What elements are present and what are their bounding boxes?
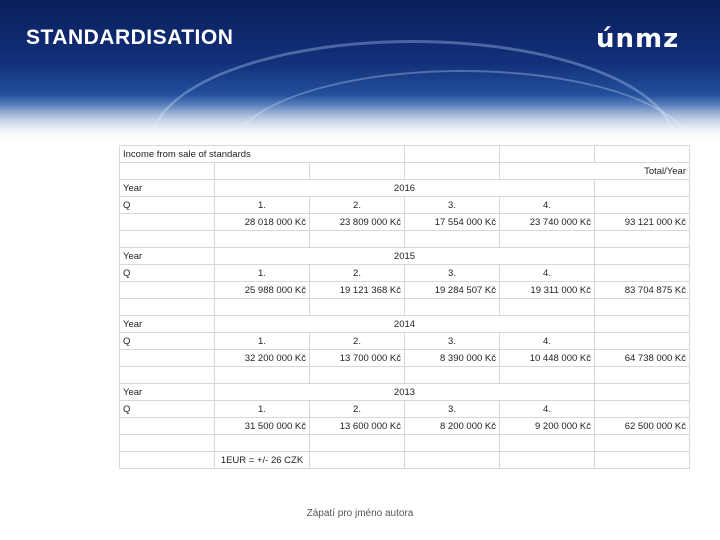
quarter-number: 4. [499,400,595,418]
quarter-number: 3. [404,332,500,350]
year-value: 2013 [214,383,595,401]
quarter-income: 17 554 000 Kč [404,213,500,231]
table-row: Q 1. 2. 3. 4. [119,196,690,214]
year-value: 2015 [214,247,595,265]
table-row: Q 1. 2. 3. 4. [119,400,690,418]
table-row: 1EUR = +/- 26 CZK [119,451,690,469]
quarter-income: 8 200 000 Kč [404,417,500,435]
table-row: 25 988 000 Kč 19 121 368 Kč 19 284 507 Kč 1… [119,281,690,299]
table-row: Year 2016 [119,179,690,197]
year-value: 2016 [214,179,595,197]
quarter-income: 8 390 000 Kč [404,349,500,367]
table-row [119,366,690,384]
quarter-number: 1. [214,264,310,282]
table-row [119,434,690,452]
quarter-income: 32 200 000 Kč [214,349,310,367]
year-label: Year [119,179,215,197]
quarter-number: 3. [404,264,500,282]
quarter-label: Q [119,264,215,282]
quarter-income: 9 200 000 Kč [499,417,595,435]
table-row [119,230,690,248]
footer-text: Zápatí pro jméno autora [306,508,414,519]
quarter-label: Q [119,400,215,418]
quarter-label: Q [119,332,215,350]
banner-fade [0,95,720,140]
unmz-logo: únmz [596,24,680,54]
table-row: Year 2014 [119,315,690,333]
quarter-income: 13 700 000 Kč [309,349,405,367]
quarter-number: 4. [499,196,595,214]
table-row: Year 2013 [119,383,690,401]
quarter-income: 19 121 368 Kč [309,281,405,299]
table-row: 28 018 000 Kč 23 809 000 Kč 17 554 000 Kč 2… [119,213,690,231]
quarter-income: 19 311 000 Kč [499,281,595,299]
income-table: Income from sale of standards Total/Year… [119,145,690,469]
quarter-income: 25 988 000 Kč [214,281,310,299]
year-value: 2014 [214,315,595,333]
table-row: Q 1. 2. 3. 4. [119,264,690,282]
table-row: Total/Year [119,162,690,180]
year-label: Year [119,247,215,265]
quarter-number: 2. [309,196,405,214]
year-label: Year [119,383,215,401]
quarter-income: 19 284 507 Kč [404,281,500,299]
quarter-number: 3. [404,400,500,418]
year-total: 64 738 000 Kč [594,349,690,367]
quarter-income: 13 600 000 Kč [309,417,405,435]
table-row [119,298,690,316]
quarter-income: 31 500 000 Kč [214,417,310,435]
header-banner [0,0,720,140]
year-total: 83 704 875 Kč [594,281,690,299]
year-total: 62 500 000 Kč [594,417,690,435]
year-total: 93 121 000 Kč [594,213,690,231]
year-label: Year [119,315,215,333]
quarter-number: 3. [404,196,500,214]
quarter-number: 1. [214,332,310,350]
quarter-label: Q [119,196,215,214]
quarter-number: 4. [499,264,595,282]
quarter-income: 10 448 000 Kč [499,349,595,367]
table-row: 32 200 000 Kč 13 700 000 Kč 8 390 000 Kč 10… [119,349,690,367]
table-row: 31 500 000 Kč 13 600 000 Kč 8 200 000 Kč 9 … [119,417,690,435]
slide-title: STANDARDISATION [26,26,234,49]
quarter-number: 1. [214,400,310,418]
table-row: Income from sale of standards [119,145,690,163]
quarter-number: 1. [214,196,310,214]
quarter-income: 23 809 000 Kč [309,213,405,231]
table-row: Q 1. 2. 3. 4. [119,332,690,350]
table-caption: Income from sale of standards [119,145,405,163]
quarter-income: 28 018 000 Kč [214,213,310,231]
table-row: Year 2015 [119,247,690,265]
total-header: Total/Year [499,162,690,180]
quarter-income: 23 740 000 Kč [499,213,595,231]
quarter-number: 2. [309,400,405,418]
exchange-rate-note: 1EUR = +/- 26 CZK [214,451,310,469]
quarter-number: 2. [309,332,405,350]
quarter-number: 4. [499,332,595,350]
quarter-number: 2. [309,264,405,282]
